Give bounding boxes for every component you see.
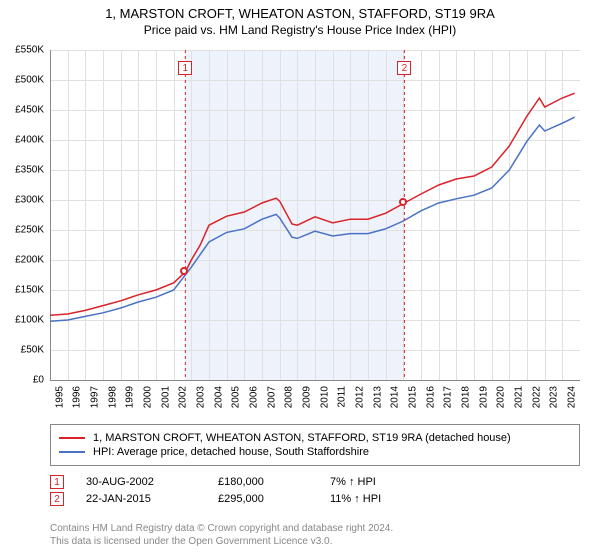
- x-tick-label: 2014: [390, 386, 401, 408]
- legend: 1, MARSTON CROFT, WHEATON ASTON, STAFFOR…: [50, 424, 580, 466]
- x-tick-label: 2019: [478, 386, 489, 408]
- footer-line-2: This data is licensed under the Open Gov…: [50, 535, 393, 548]
- x-tick-label: 2024: [566, 386, 577, 408]
- legend-swatch: [59, 451, 85, 453]
- x-tick-label: 2000: [142, 386, 153, 408]
- x-tick-label: 2016: [425, 386, 436, 408]
- y-tick-label: £50K: [2, 345, 44, 356]
- chart-area: £0£50K£100K£150K£200K£250K£300K£350K£400…: [50, 50, 580, 380]
- sale-diff: 11% ↑ HPI: [330, 493, 381, 505]
- y-tick-label: £550K: [2, 45, 44, 56]
- y-tick-label: £450K: [2, 105, 44, 116]
- legend-item: 1, MARSTON CROFT, WHEATON ASTON, STAFFOR…: [59, 432, 571, 444]
- series-hpi: [50, 117, 575, 321]
- y-tick-label: £400K: [2, 135, 44, 146]
- y-tick-label: £350K: [2, 165, 44, 176]
- x-tick-label: 2009: [301, 386, 312, 408]
- sale-row-marker: 1: [50, 475, 64, 489]
- y-tick-label: £100K: [2, 315, 44, 326]
- x-tick-label: 1995: [54, 386, 65, 408]
- x-tick-label: 2002: [178, 386, 189, 408]
- sale-date: 22-JAN-2015: [86, 493, 196, 505]
- y-tick-label: £0: [2, 375, 44, 386]
- y-tick-label: £300K: [2, 195, 44, 206]
- x-tick-label: 2008: [284, 386, 295, 408]
- x-tick-label: 2007: [266, 386, 277, 408]
- x-tick-label: 2005: [231, 386, 242, 408]
- legend-item: HPI: Average price, detached house, Sout…: [59, 446, 571, 458]
- x-tick-label: 2010: [319, 386, 330, 408]
- footer-attribution: Contains HM Land Registry data © Crown c…: [50, 522, 393, 548]
- x-tick-label: 2003: [195, 386, 206, 408]
- sale-row: 2 22-JAN-2015 £295,000 11% ↑ HPI: [50, 492, 381, 506]
- sale-marker-box: 1: [178, 61, 192, 75]
- sale-diff: 7% ↑ HPI: [330, 476, 376, 488]
- chart-title: 1, MARSTON CROFT, WHEATON ASTON, STAFFOR…: [0, 0, 600, 21]
- x-tick-label: 2013: [372, 386, 383, 408]
- x-tick-label: 1999: [125, 386, 136, 408]
- x-tick-label: 2018: [460, 386, 471, 408]
- sale-price: £295,000: [218, 493, 308, 505]
- legend-swatch: [59, 437, 85, 439]
- sale-row: 1 30-AUG-2002 £180,000 7% ↑ HPI: [50, 475, 381, 489]
- x-tick-label: 1996: [72, 386, 83, 408]
- sale-date: 30-AUG-2002: [86, 476, 196, 488]
- y-tick-label: £200K: [2, 255, 44, 266]
- sales-table: 1 30-AUG-2002 £180,000 7% ↑ HPI 2 22-JAN-2015…: [50, 472, 381, 509]
- chart-subtitle: Price paid vs. HM Land Registry's House …: [0, 21, 600, 37]
- x-tick-label: 2017: [443, 386, 454, 408]
- x-tick-label: 2015: [407, 386, 418, 408]
- x-tick-label: 1997: [89, 386, 100, 408]
- chart-container: { "title": "1, MARSTON CROFT, WHEATON AS…: [0, 0, 600, 560]
- x-tick-label: 2004: [213, 386, 224, 408]
- sale-price: £180,000: [218, 476, 308, 488]
- y-tick-label: £500K: [2, 75, 44, 86]
- chart-svg: [50, 50, 580, 380]
- x-tick-label: 2020: [496, 386, 507, 408]
- sale-row-marker: 2: [50, 492, 64, 506]
- x-tick-label: 2012: [354, 386, 365, 408]
- y-tick-label: £150K: [2, 285, 44, 296]
- x-tick-label: 2023: [549, 386, 560, 408]
- x-tick-label: 2011: [337, 386, 348, 408]
- x-tick-label: 1998: [107, 386, 118, 408]
- x-tick-label: 2021: [513, 386, 524, 408]
- legend-label: 1, MARSTON CROFT, WHEATON ASTON, STAFFOR…: [93, 432, 511, 444]
- legend-label: HPI: Average price, detached house, Sout…: [93, 446, 369, 458]
- x-tick-label: 2006: [248, 386, 259, 408]
- y-tick-label: £250K: [2, 225, 44, 236]
- x-tick-label: 2022: [531, 386, 542, 408]
- series-subject: [50, 93, 575, 315]
- footer-line-1: Contains HM Land Registry data © Crown c…: [50, 522, 393, 535]
- sale-marker-box: 2: [397, 61, 411, 75]
- x-tick-label: 2001: [160, 386, 171, 408]
- x-axis: [50, 380, 580, 381]
